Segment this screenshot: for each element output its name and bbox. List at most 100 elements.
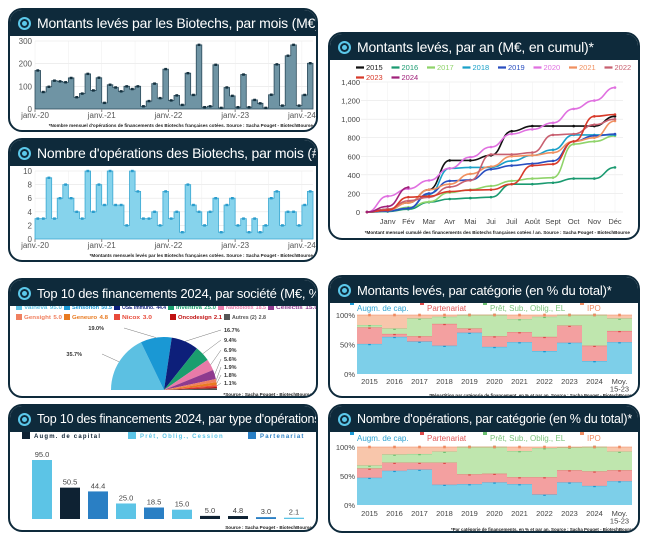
stack-segment	[557, 482, 582, 505]
x-tick-label: Jui	[486, 217, 496, 226]
stack-segment	[407, 341, 432, 374]
x-tick-label: 2018	[436, 509, 453, 518]
legend-name: Oncodesign	[178, 315, 212, 321]
stack-segment	[432, 345, 457, 374]
data-point	[518, 445, 521, 449]
data-point	[407, 206, 410, 210]
data-point	[142, 217, 145, 220]
data-point	[407, 199, 410, 203]
leader-line	[216, 382, 222, 387]
data-point	[258, 102, 262, 105]
legend-name: Gensight	[24, 315, 51, 321]
stack-segment	[507, 477, 532, 485]
data-point	[142, 105, 145, 108]
legend-label: Prêt, Sub., Oblig., EL	[490, 304, 566, 313]
x-tick-label: janv.-24	[287, 111, 316, 120]
legend-label: Valneva 95.0	[24, 305, 62, 311]
stack-segment	[482, 346, 507, 374]
stack-segment	[407, 447, 432, 454]
data-point	[593, 134, 596, 138]
legend-label: 2019	[508, 63, 525, 72]
data-point	[489, 153, 493, 156]
data-point	[468, 472, 471, 476]
legend-swatch	[64, 304, 70, 310]
legend-label: Augm. de cap.	[357, 304, 409, 313]
data-point	[618, 329, 621, 333]
stack-segment	[457, 332, 482, 374]
pct-label: 1.9%	[224, 365, 237, 371]
y-tick-label: 0	[28, 105, 33, 114]
data-point	[69, 197, 73, 200]
data-point	[468, 331, 471, 334]
data-point	[551, 151, 555, 154]
data-point	[169, 99, 173, 102]
leader-line	[214, 358, 222, 375]
card-header: Montants levés par les Biotechs, par moi…	[10, 10, 316, 36]
data-point	[258, 231, 262, 234]
data-point	[469, 172, 472, 176]
monthly-operations-chart: 0 2 4 6 8 10 janv.-20 janv.-21 janv.-22 janv.-23 j…	[20, 167, 316, 258]
data-point	[208, 210, 212, 213]
data-point	[448, 167, 451, 170]
stack-segment	[582, 361, 607, 374]
stack-segment	[357, 477, 382, 505]
data-point	[469, 166, 472, 169]
data-point	[236, 224, 240, 227]
x-tick-label: janv.-20	[20, 111, 49, 120]
data-point	[103, 101, 106, 105]
legend-name: Sensorion	[72, 305, 99, 311]
data-point	[407, 195, 410, 199]
bar-value-label: 3.0	[261, 507, 271, 516]
data-point	[253, 217, 257, 220]
operations-category-chart: Augm. de cap. Partenariat Prêt, Sub., Obli…	[336, 432, 635, 531]
data-point	[108, 169, 112, 173]
data-point	[613, 86, 617, 89]
cumulative-amounts-card: Montants levés, par an (M€, en cumul)* 0…	[328, 32, 640, 240]
data-point	[214, 197, 218, 200]
stack-segment	[432, 451, 457, 463]
data-point	[551, 148, 555, 152]
data-point	[269, 93, 273, 96]
y-tick-label: 100	[19, 82, 33, 91]
data-point	[303, 203, 307, 207]
legend-value: 50.5	[101, 305, 112, 311]
data-point	[281, 224, 284, 227]
data-point	[203, 224, 206, 227]
data-point	[618, 313, 621, 317]
pie-slice-geneuro	[164, 382, 217, 390]
data-point	[242, 217, 245, 220]
data-point	[386, 208, 389, 212]
legend-swatch	[218, 304, 224, 310]
data-point	[147, 99, 151, 103]
data-point	[236, 105, 240, 109]
stack-segment	[557, 470, 582, 483]
data-point	[613, 117, 617, 121]
data-point	[58, 197, 62, 200]
legend-name: Autres (2)	[232, 315, 257, 321]
data-point	[443, 450, 446, 453]
legend-label: Inventiva 25.0	[176, 305, 216, 311]
legend-value: 18.5	[256, 305, 266, 311]
x-tick-label: 2015	[361, 509, 378, 518]
stack-segment	[407, 336, 432, 342]
data-point	[153, 210, 156, 213]
pct-label: 1.1%	[224, 381, 237, 387]
stack-segment	[607, 342, 632, 374]
data-point	[427, 194, 431, 198]
target-icon	[18, 146, 31, 160]
monthly-amounts-card: Montants levés par les Biotechs, par moi…	[8, 8, 318, 132]
legend-label: 2024	[402, 73, 419, 82]
stack-segment	[382, 336, 407, 374]
legend-value: 95.0	[50, 305, 62, 311]
data-point	[572, 124, 575, 128]
data-point	[531, 182, 534, 186]
legend-name: OSE Immuno.	[122, 305, 155, 311]
legend-label: Oncodesign 2.1	[178, 315, 222, 321]
stack-segment	[382, 454, 407, 463]
y-tick-label: 4	[28, 208, 33, 217]
card-header: Top 10 des financements 2024, par type d…	[10, 406, 316, 432]
stack-segment	[582, 471, 607, 486]
data-point	[618, 468, 621, 472]
data-point	[443, 315, 446, 319]
stack-segment	[507, 319, 532, 333]
